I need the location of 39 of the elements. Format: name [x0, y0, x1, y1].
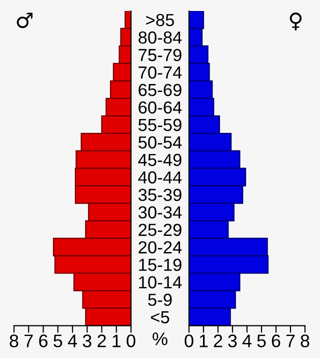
- y-tick-label: 5-9: [148, 294, 172, 306]
- y-tick-label: <5: [150, 311, 170, 324]
- y-tick-label: 50-54: [138, 136, 182, 149]
- x-tick-label: 0: [126, 334, 136, 348]
- y-tick-label: 65-69: [138, 84, 182, 96]
- y-tick-label: 45-49: [138, 154, 182, 166]
- x-tick-label: 1: [200, 334, 208, 348]
- y-tick-label: 75-79: [138, 48, 182, 62]
- x-tick-label: 4: [242, 334, 252, 348]
- x-axis-title: %: [152, 332, 168, 346]
- y-tick-label: 15-19: [139, 258, 182, 271]
- x-tick-label: 2: [98, 334, 106, 348]
- y-tick-label: 70-74: [138, 66, 182, 79]
- y-tick-label: 30-34: [138, 206, 182, 219]
- x-tick-label: 5: [257, 334, 266, 348]
- x-tick-label: 2: [214, 334, 222, 348]
- chart-title: ♂: [16, 12, 32, 28]
- y-tick-label: 40-44: [138, 171, 182, 184]
- x-tick-label: 4: [68, 334, 77, 348]
- x-tick-label: 5: [54, 334, 62, 348]
- x-tick-label: 7: [286, 334, 295, 348]
- y-tick-label: 55-59: [138, 118, 182, 132]
- y-tick-label: 80-84: [138, 31, 182, 44]
- y-tick-label: 20-24: [138, 241, 182, 254]
- x-tick-label: 8: [300, 334, 310, 348]
- x-tick-label: 1: [112, 334, 121, 348]
- y-tick-label: >85: [146, 14, 174, 26]
- chart-title: ♀: [290, 12, 302, 30]
- x-tick-label: 3: [82, 334, 92, 348]
- y-tick-label: 25-29: [138, 224, 182, 236]
- x-tick-label: 3: [228, 334, 237, 348]
- x-tick-label: 6: [272, 334, 280, 348]
- x-tick-label: 6: [39, 334, 48, 348]
- y-tick-label: 60-64: [138, 101, 182, 114]
- y-tick-label: 35-39: [138, 188, 182, 202]
- y-tick-label: 10-14: [139, 276, 182, 288]
- x-tick-label: 7: [24, 334, 33, 348]
- x-tick-label: 8: [10, 334, 18, 348]
- x-tick-label: 0: [184, 334, 194, 348]
